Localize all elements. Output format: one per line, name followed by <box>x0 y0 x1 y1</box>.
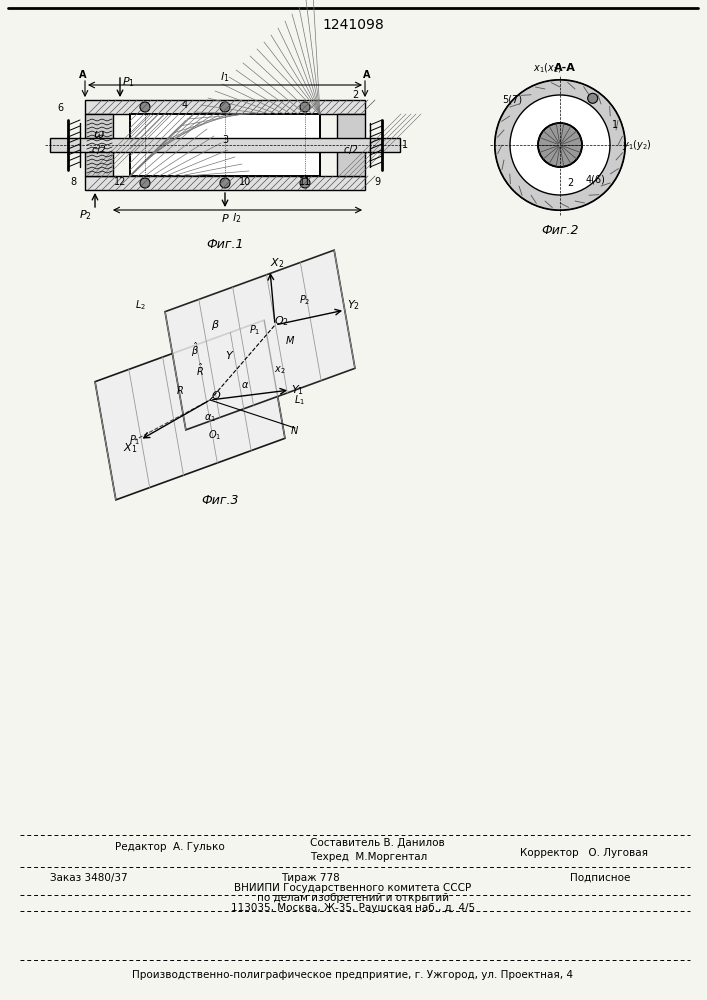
Circle shape <box>588 93 597 103</box>
Text: $l_1$: $l_1$ <box>221 70 230 84</box>
Text: $P_1$: $P_1$ <box>129 433 141 447</box>
Text: 1: 1 <box>612 120 618 130</box>
Text: Фиг.3: Фиг.3 <box>201 493 239 506</box>
Text: 1: 1 <box>402 140 408 150</box>
Bar <box>85 100 365 114</box>
Text: $X_1$: $X_1$ <box>123 441 137 455</box>
Polygon shape <box>95 320 285 500</box>
Text: $M$: $M$ <box>285 334 295 346</box>
Text: $P_2$: $P_2$ <box>299 293 310 307</box>
Text: $X_2$: $X_2$ <box>270 256 284 270</box>
Circle shape <box>495 80 625 210</box>
Text: 1241098: 1241098 <box>322 18 384 32</box>
Text: $P_1$: $P_1$ <box>122 75 134 89</box>
Circle shape <box>140 102 150 112</box>
Polygon shape <box>165 250 355 430</box>
Text: Фиг.1: Фиг.1 <box>206 238 244 251</box>
Text: $c/2$: $c/2$ <box>91 142 107 155</box>
Text: 11: 11 <box>299 177 311 187</box>
Text: 3: 3 <box>222 135 228 145</box>
Text: по делам изобретений и открытий: по делам изобретений и открытий <box>257 893 449 903</box>
Text: $l_2$: $l_2$ <box>233 211 242 225</box>
Text: $\hat{R}$: $\hat{R}$ <box>196 362 204 378</box>
Text: Редактор  А. Гулько: Редактор А. Гулько <box>115 842 225 852</box>
Text: 4: 4 <box>182 100 188 110</box>
Text: Подписное: Подписное <box>570 873 631 883</box>
Text: $\alpha_1$: $\alpha_1$ <box>204 412 216 424</box>
Text: 2: 2 <box>352 90 358 100</box>
Text: Фиг.2: Фиг.2 <box>542 224 579 236</box>
Bar <box>130 114 320 176</box>
Text: Составитель В. Данилов: Составитель В. Данилов <box>310 838 445 848</box>
Text: $R$: $R$ <box>176 384 184 396</box>
Text: $P_2$: $P_2$ <box>78 208 91 222</box>
Text: 8: 8 <box>70 177 76 187</box>
Bar <box>85 114 113 176</box>
Text: $P$: $P$ <box>221 212 229 224</box>
Text: Заказ 3480/37: Заказ 3480/37 <box>50 873 128 883</box>
Text: $Y$: $Y$ <box>226 349 235 361</box>
Circle shape <box>220 178 230 188</box>
Text: $Y_1$: $Y_1$ <box>291 383 305 397</box>
Text: $N$: $N$ <box>291 424 300 436</box>
Text: 12: 12 <box>114 177 126 187</box>
Wedge shape <box>495 80 625 210</box>
Text: 113035, Москва, Ж-35, Раушская наб., д. 4/5: 113035, Москва, Ж-35, Раушская наб., д. … <box>231 903 475 913</box>
Circle shape <box>140 178 150 188</box>
Text: A: A <box>79 70 87 80</box>
Text: Техред  М.Моргентал: Техред М.Моргентал <box>310 852 427 862</box>
Circle shape <box>300 178 310 188</box>
Text: 5(7): 5(7) <box>502 95 522 105</box>
Text: 2: 2 <box>567 178 573 188</box>
Text: ВНИИПИ Государственного комитета СССР: ВНИИПИ Государственного комитета СССР <box>235 883 472 893</box>
Bar <box>50 138 400 152</box>
Text: 10: 10 <box>239 177 251 187</box>
Text: $y_1(y_2)$: $y_1(y_2)$ <box>622 138 652 152</box>
Text: O: O <box>211 391 221 401</box>
Bar <box>130 114 320 176</box>
Text: $O_1$: $O_1$ <box>209 428 221 442</box>
Text: A: A <box>363 70 370 80</box>
Bar <box>337 114 365 176</box>
Text: $L_1$: $L_1$ <box>295 393 305 407</box>
Text: 4(6): 4(6) <box>585 175 605 185</box>
Text: 9: 9 <box>374 177 380 187</box>
Text: $\omega$: $\omega$ <box>93 128 105 141</box>
Text: A-A: A-A <box>554 63 576 73</box>
Circle shape <box>220 102 230 112</box>
Bar <box>85 176 365 190</box>
Text: $P_1$: $P_1$ <box>250 323 261 337</box>
Text: $x_2$: $x_2$ <box>274 364 286 376</box>
Text: $\hat{\beta}$: $\hat{\beta}$ <box>191 341 199 359</box>
Text: $\beta$: $\beta$ <box>211 318 219 332</box>
Text: $Y_2$: $Y_2$ <box>346 298 359 312</box>
Text: Производственно-полиграфическое предприятие, г. Ужгород, ул. Проектная, 4: Производственно-полиграфическое предприя… <box>132 970 573 980</box>
Circle shape <box>300 102 310 112</box>
Text: $\alpha$: $\alpha$ <box>241 380 249 390</box>
Text: Корректор   О. Луговая: Корректор О. Луговая <box>520 848 648 858</box>
Text: 6: 6 <box>57 103 63 113</box>
Text: $L_2$: $L_2$ <box>134 298 146 312</box>
Text: $x_1(x_2)$: $x_1(x_2)$ <box>533 61 563 75</box>
Circle shape <box>538 123 582 167</box>
Text: $c/2$: $c/2$ <box>344 142 358 155</box>
Text: $O_2$: $O_2$ <box>274 314 288 328</box>
Text: Тираж 778: Тираж 778 <box>281 873 339 883</box>
